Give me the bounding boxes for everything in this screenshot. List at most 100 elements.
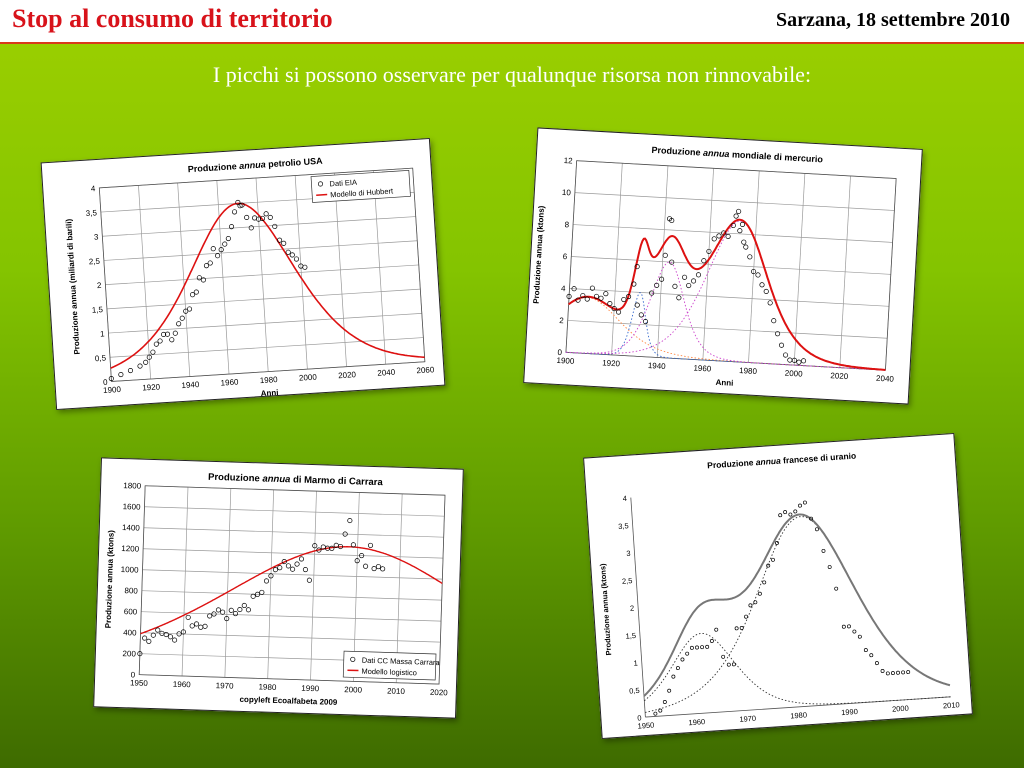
data-point: [626, 294, 632, 300]
data-point: [185, 614, 191, 620]
y-tick-label: 0: [131, 670, 136, 679]
data-point: [202, 623, 208, 629]
model-curve: [568, 218, 886, 371]
chart-title-italic: annua: [703, 148, 730, 159]
data-point: [222, 241, 228, 247]
y-tick-label: 1400: [122, 523, 141, 533]
data-point: [788, 512, 793, 517]
data-point: [827, 565, 832, 569]
x-axis-label: copyleft Ecoalfabeta 2009: [239, 695, 338, 707]
slide-date: Sarzana, 18 settembre 2010: [775, 9, 1010, 31]
x-tick-label: 1970: [216, 681, 235, 691]
data-point: [906, 670, 911, 675]
gridline-y: [141, 590, 442, 601]
x-tick-label: 1960: [693, 364, 712, 374]
gridline-x: [181, 487, 189, 677]
gridline-y: [106, 288, 421, 310]
x-tick-label: 2060: [416, 365, 435, 375]
gridline-y: [102, 216, 416, 237]
data-point: [293, 256, 300, 262]
chart-panel-france-uranium: Produzione annua francese di uranio 1950 1…: [583, 432, 973, 740]
data-point: [150, 349, 156, 355]
data-point: [736, 208, 742, 214]
data-point: [580, 293, 586, 299]
chart-title: Produzione annua francese di uranio: [707, 451, 857, 471]
gridline-x: [224, 488, 232, 678]
data-point: [215, 607, 221, 613]
data-point: [306, 577, 312, 583]
chart-title-italic: annua: [239, 159, 266, 171]
data-point: [237, 203, 243, 209]
y-tick-label: 10: [562, 188, 572, 198]
data-point: [598, 295, 604, 301]
data-point: [686, 282, 692, 289]
data-point: [726, 662, 731, 667]
data-point: [667, 688, 672, 693]
data-point: [701, 258, 707, 264]
chart-title-prefix: Produzione: [707, 457, 756, 470]
data-point: [771, 557, 775, 562]
gridline-y: [144, 506, 445, 517]
model-component-curve: [565, 261, 886, 371]
x-tick-label: 2040: [377, 368, 396, 378]
data-point: [157, 338, 163, 344]
data-point: [631, 281, 637, 287]
gridline-x: [310, 491, 317, 681]
y-tick-label: 2,5: [89, 257, 101, 267]
data-point: [172, 637, 178, 643]
y-tick-label: 1,5: [625, 631, 636, 641]
data-point: [846, 624, 851, 629]
data-point: [874, 661, 879, 666]
data-point: [359, 553, 365, 559]
data-point: [350, 542, 356, 548]
gridline-y: [574, 192, 895, 211]
chart-title-suffix: di Marmo di Carrara: [290, 474, 383, 488]
data-point: [675, 666, 680, 671]
data-point: [748, 603, 753, 608]
data-point: [821, 548, 826, 553]
data-point: [153, 341, 159, 347]
data-point: [658, 708, 663, 713]
data-point: [653, 711, 658, 716]
data-point: [621, 296, 627, 303]
chart-title: Produzione annua mondiale di mercurio: [651, 145, 823, 165]
data-point: [798, 503, 802, 508]
y-tick-label: 3,5: [618, 521, 629, 531]
data-point: [146, 354, 152, 360]
legend-marker-data: [317, 181, 324, 187]
data-point: [211, 611, 217, 617]
data-point: [176, 321, 182, 327]
data-point: [161, 331, 167, 338]
chart-title-suffix: francese di uranio: [780, 451, 856, 466]
gridline-y: [140, 632, 441, 643]
y-tick-label: 600: [124, 607, 138, 616]
data-point: [196, 275, 202, 281]
data-point: [796, 359, 802, 365]
data-point: [172, 330, 178, 336]
data-point: [155, 627, 161, 633]
data-point: [593, 293, 600, 299]
y-axis-label: Produzione annua (ktons): [598, 563, 613, 656]
x-tick-label: 1960: [173, 680, 192, 690]
chart-panel-carrara-marble: Produzione annua di Marmo di Carrara 1950…: [93, 457, 464, 719]
data-point: [277, 565, 283, 571]
data-point: [716, 233, 722, 239]
y-tick-label: 1000: [121, 565, 140, 575]
y-tick-label: 1600: [123, 502, 142, 512]
data-point: [607, 300, 613, 307]
data-point: [603, 291, 609, 297]
data-point: [869, 653, 874, 658]
data-point: [890, 671, 895, 676]
data-point: [268, 573, 274, 579]
data-point: [739, 221, 746, 227]
data-point: [210, 246, 216, 252]
data-point: [142, 635, 148, 641]
chart-title-suffix: petrolio USA: [265, 156, 323, 170]
data-point: [611, 306, 617, 312]
data-point: [863, 648, 868, 653]
data-point: [239, 202, 245, 208]
x-tick-label: 1980: [258, 682, 277, 692]
data-point: [778, 513, 783, 518]
y-tick-label: 4: [622, 494, 627, 503]
chart-title-italic: annua: [755, 456, 781, 468]
